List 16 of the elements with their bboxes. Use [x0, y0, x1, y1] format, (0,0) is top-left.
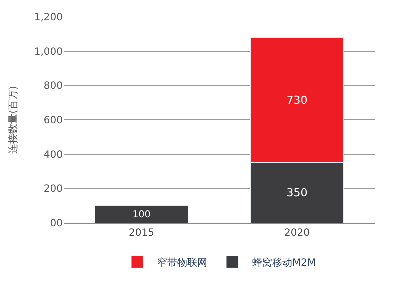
data-label: 350	[286, 186, 308, 200]
y-tick-label: 600	[44, 116, 63, 126]
y-tick-label: 200	[44, 184, 63, 196]
legend-label: 窄带物联网	[158, 257, 208, 270]
legend-label: 蜂窝移动M2M	[252, 257, 316, 270]
x-tick-label: 2015	[129, 228, 154, 239]
data-label: 100	[132, 209, 151, 220]
y-tick-label: 1,200	[34, 12, 63, 24]
y-tick-label: 00	[50, 218, 63, 230]
y-tick-label: 400	[44, 150, 63, 161]
y-axis-title: 连接数量(百万)	[7, 86, 20, 154]
bar	[94, 206, 189, 223]
y-tick-label: 1,000	[34, 46, 63, 58]
x-tick-label: 2020	[284, 228, 310, 239]
y-tick-label: 800	[44, 81, 63, 92]
data-label: 730	[286, 94, 308, 107]
